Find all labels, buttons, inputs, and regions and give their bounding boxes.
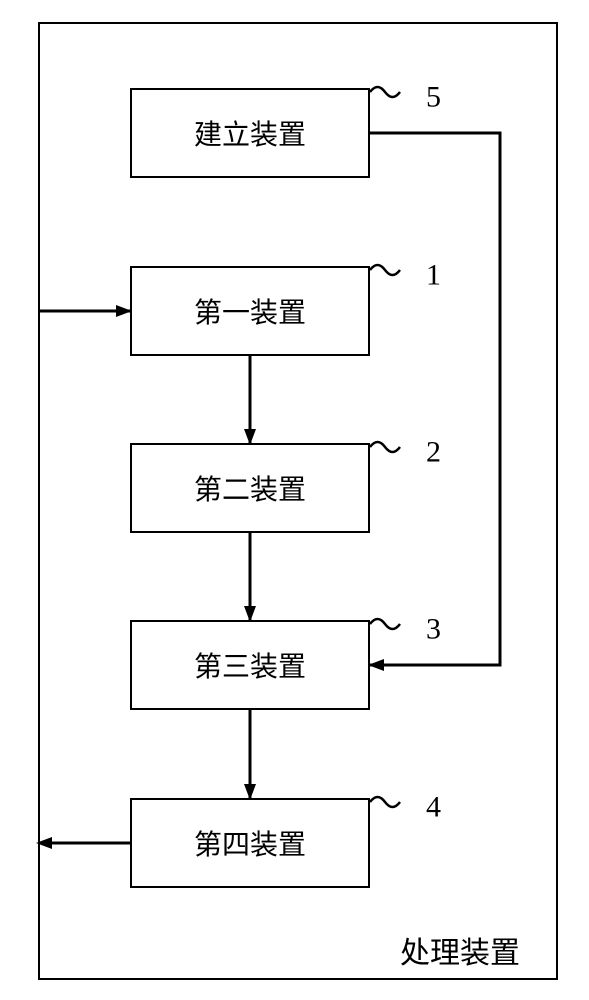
node-n3: 第三装置 xyxy=(130,620,370,710)
diagram-caption: 处理装置 xyxy=(400,928,520,972)
node-n2: 第二装置 xyxy=(130,443,370,533)
node-label: 第二装置 xyxy=(194,468,306,508)
node-label: 第四装置 xyxy=(194,823,306,863)
node-label: 建立装置 xyxy=(194,113,306,153)
node-label: 第三装置 xyxy=(194,645,306,685)
node-n4: 第四装置 xyxy=(130,798,370,888)
node-n1: 第一装置 xyxy=(130,266,370,356)
node-n5: 建立装置 xyxy=(130,88,370,178)
node-label: 第一装置 xyxy=(194,291,306,331)
diagram-canvas: 51234 处理装置 建立装置第一装置第二装置第三装置第四装置 xyxy=(0,0,589,1000)
